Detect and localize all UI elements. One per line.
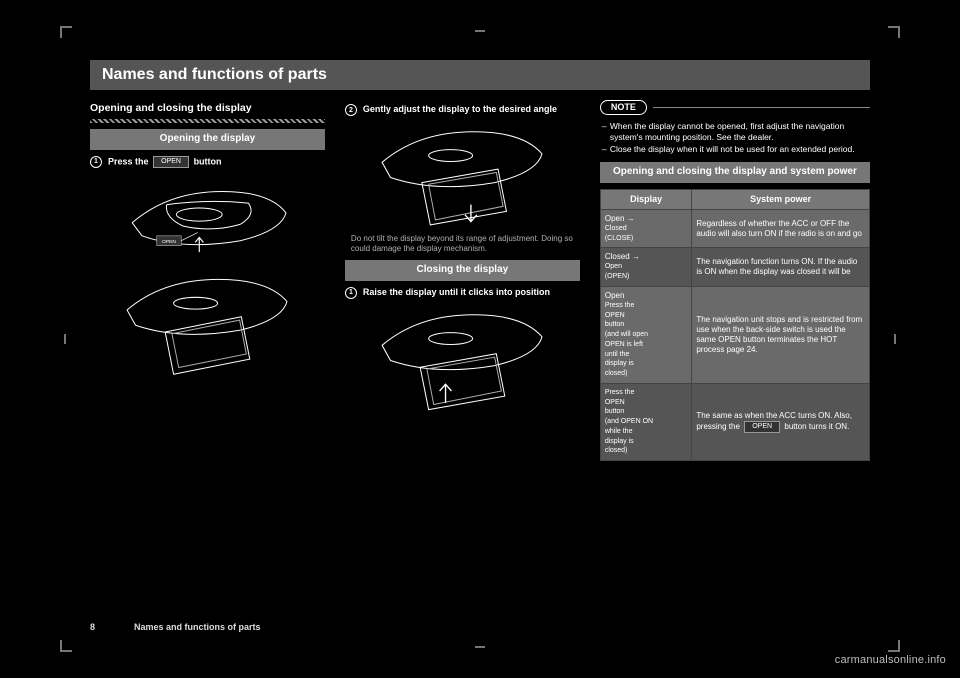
cell-power: The same as when the ACC turns ON. Also,… bbox=[692, 383, 870, 460]
step-number-icon: 1 bbox=[90, 156, 102, 168]
crop-mark bbox=[60, 26, 76, 42]
note-label: NOTE bbox=[600, 100, 647, 115]
content-columns: Opening and closing the display Opening … bbox=[90, 100, 870, 600]
display-power-table: Display System power Open → Closed (CLOS… bbox=[600, 189, 870, 462]
note-heading: NOTE bbox=[600, 100, 870, 115]
step-number-icon: 1 bbox=[345, 287, 357, 299]
step-text: Press the OPEN button bbox=[108, 156, 222, 168]
section-rule bbox=[90, 119, 325, 123]
cell-power: The navigation function turns ON. If the… bbox=[692, 248, 870, 287]
cell-power: Regardless of whether the ACC or OFF the… bbox=[692, 209, 870, 248]
step-text: Raise the display until it clicks into p… bbox=[363, 287, 550, 298]
crop-mark bbox=[884, 636, 900, 652]
crop-mark bbox=[884, 26, 900, 42]
cell-display: Open Press the OPEN button (and will ope… bbox=[600, 286, 692, 383]
section-title: Opening and closing the display bbox=[90, 102, 325, 115]
crop-tick bbox=[64, 334, 66, 344]
column-3: NOTE When the display cannot be opened, … bbox=[600, 100, 870, 600]
cell-display: Closed → Open (OPEN) bbox=[600, 248, 692, 287]
note-item: Close the display when it will not be us… bbox=[602, 144, 870, 155]
illustration-adjust-angle bbox=[345, 120, 580, 230]
closing-header: Closing the display bbox=[345, 260, 580, 281]
table-row: Press the OPEN button (and OPEN ON while… bbox=[600, 383, 869, 460]
note-item: When the display cannot be opened, first… bbox=[602, 121, 870, 142]
opening-header: Opening the display bbox=[90, 129, 325, 150]
illustration-close-display bbox=[345, 303, 580, 413]
footer-text: Names and functions of parts bbox=[134, 622, 261, 632]
th-display: Display bbox=[600, 189, 692, 209]
crop-tick bbox=[475, 30, 485, 32]
note-list: When the display cannot be opened, first… bbox=[602, 121, 870, 154]
close-step-1: 1 Raise the display until it clicks into… bbox=[345, 287, 580, 299]
open-button-inline: OPEN bbox=[744, 421, 780, 433]
th-power: System power bbox=[692, 189, 870, 209]
page-title: Names and functions of parts bbox=[90, 60, 870, 90]
open-button-label: OPEN bbox=[153, 156, 189, 168]
step-2: 2 Gently adjust the display to the desir… bbox=[345, 104, 580, 116]
illustration-display-rising bbox=[90, 266, 325, 376]
watermark: carmanualsonline.info bbox=[835, 654, 946, 666]
column-2: 2 Gently adjust the display to the desir… bbox=[345, 100, 580, 600]
cell-power: The navigation unit stops and is restric… bbox=[692, 286, 870, 383]
column-1: Opening and closing the display Opening … bbox=[90, 100, 325, 600]
crop-tick bbox=[475, 646, 485, 648]
step-1: 1 Press the OPEN button bbox=[90, 156, 325, 168]
manual-page: Names and functions of parts Opening and… bbox=[0, 0, 960, 678]
step-text: Gently adjust the display to the desired… bbox=[363, 104, 557, 115]
callout-open-label: OPEN bbox=[162, 239, 176, 245]
crop-mark bbox=[60, 636, 76, 652]
table-row: Open → Closed (CLOSE) Regardless of whet… bbox=[600, 209, 869, 248]
table-header: Opening and closing the display and syst… bbox=[600, 162, 870, 183]
page-footer: 8 Names and functions of parts bbox=[90, 622, 261, 632]
step-number-icon: 2 bbox=[345, 104, 357, 116]
fine-print: Do not tilt the display beyond its range… bbox=[351, 234, 580, 254]
illustration-open-button: OPEN bbox=[90, 172, 325, 262]
page-number: 8 bbox=[90, 622, 104, 632]
table-row: Closed → Open (OPEN) The navigation func… bbox=[600, 248, 869, 287]
crop-tick bbox=[894, 334, 896, 344]
table-row: Open Press the OPEN button (and will ope… bbox=[600, 286, 869, 383]
cell-display: Open → Closed (CLOSE) bbox=[600, 209, 692, 248]
cell-display: Press the OPEN button (and OPEN ON while… bbox=[600, 383, 692, 460]
note-rule bbox=[653, 107, 870, 108]
